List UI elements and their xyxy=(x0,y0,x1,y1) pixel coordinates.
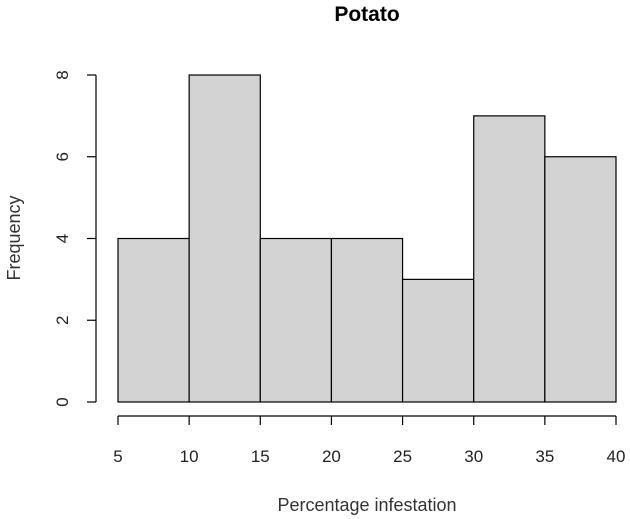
histogram-bar xyxy=(330,237,404,403)
x-axis: 5 10 15 20 25 30 35 40 xyxy=(113,415,626,466)
y-axis-label: Frequency xyxy=(4,195,24,280)
histogram-bar xyxy=(188,74,261,403)
y-tick-label: 6 xyxy=(53,152,72,161)
x-tick-label: 20 xyxy=(322,447,341,466)
bars-group xyxy=(117,74,617,403)
histogram-bar xyxy=(259,237,333,403)
histogram-bar xyxy=(117,237,190,403)
y-tick-label: 8 xyxy=(53,70,72,79)
chart-title: Potato xyxy=(334,3,399,26)
x-tick-label: 10 xyxy=(180,447,199,466)
x-tick-label: 25 xyxy=(393,447,412,466)
histogram-bar xyxy=(473,115,546,403)
x-tick-label: 30 xyxy=(464,447,483,466)
histogram-bar xyxy=(544,156,617,403)
y-tick-label: 4 xyxy=(53,234,72,243)
x-axis-label: Percentage infestation xyxy=(277,495,456,515)
y-axis: 0 2 4 6 8 xyxy=(53,70,97,407)
y-tick-label: 2 xyxy=(53,316,72,325)
x-tick-label: 5 xyxy=(113,447,122,466)
x-tick-label: 15 xyxy=(251,447,270,466)
y-tick-label: 0 xyxy=(53,397,72,406)
x-tick-label: 35 xyxy=(535,447,554,466)
x-tick-label: 40 xyxy=(607,447,626,466)
histogram-bar xyxy=(401,278,475,403)
